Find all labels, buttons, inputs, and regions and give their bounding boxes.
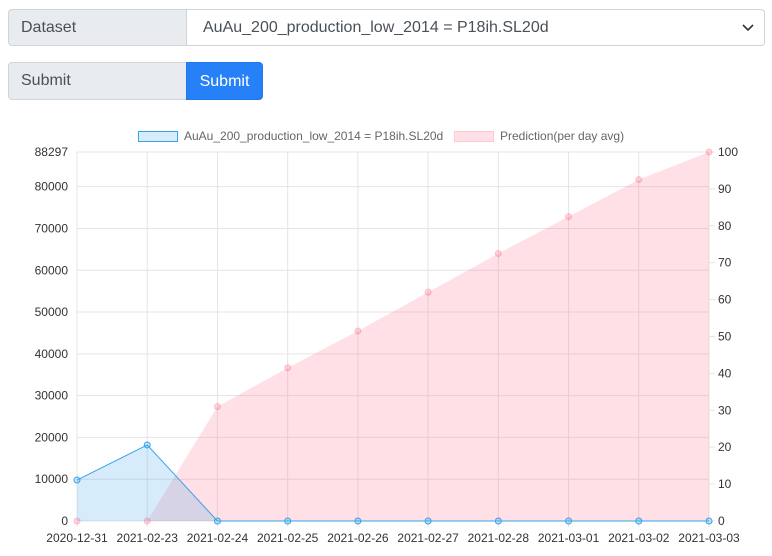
y-right-tick-label: 50	[718, 330, 732, 344]
submit-field-label: Submit	[8, 62, 186, 100]
y-left-tick-label: 60000	[35, 263, 69, 277]
legend-item-series1[interactable]: AuAu_200_production_low_2014 = P18ih.SL2…	[138, 129, 443, 143]
point-dataset	[494, 517, 502, 525]
x-tick-label: 2021-02-23	[117, 531, 179, 545]
x-tick-label: 2021-02-26	[327, 531, 389, 545]
y-right-tick-label: 70	[718, 256, 732, 270]
point-prediction	[494, 249, 502, 257]
series-line-dataset	[76, 444, 709, 522]
y-right-tick-label: 30	[718, 403, 732, 417]
y-left-tick-label: 20000	[35, 430, 69, 444]
y-left-tick-label: 30000	[35, 389, 69, 403]
y-left-tick-label: 40000	[35, 347, 69, 361]
legend-label-series2: Prediction(per day avg)	[500, 129, 625, 143]
point-dataset	[635, 517, 643, 525]
chart-legend: AuAu_200_production_low_2014 = P18ih.SL2…	[0, 129, 772, 143]
legend-swatch-series2	[454, 130, 494, 142]
point-prediction	[73, 517, 81, 525]
x-tick-label: 2021-02-28	[468, 531, 530, 545]
legend-label-series1: AuAu_200_production_low_2014 = P18ih.SL2…	[184, 129, 444, 143]
point-dataset	[424, 517, 432, 525]
x-tick-label: 2021-03-03	[678, 531, 740, 545]
y-left-tick-label: 70000	[35, 221, 69, 235]
dataset-select[interactable]: AuAu_200_production_low_2014 = P18ih.SL2…	[186, 9, 765, 46]
point-dataset	[143, 441, 151, 449]
dataset-row: Dataset AuAu_200_production_low_2014 = P…	[8, 9, 765, 46]
x-tick-label: 2020-12-31	[46, 531, 108, 545]
dataset-label: Dataset	[8, 9, 186, 46]
point-prediction	[635, 176, 643, 184]
point-dataset	[73, 476, 81, 484]
y-left-tick-label: 80000	[35, 180, 69, 194]
y-right-tick-label: 20	[718, 440, 732, 454]
y-right-tick-label: 90	[718, 182, 732, 196]
x-tick-label: 2021-02-25	[257, 531, 319, 545]
dataset-select-value: AuAu_200_production_low_2014 = P18ih.SL2…	[203, 19, 549, 36]
legend-item-series2[interactable]: Prediction(per day avg)	[454, 129, 624, 143]
point-dataset	[354, 517, 362, 525]
point-dataset	[213, 517, 221, 525]
x-tick-label: 2021-02-24	[187, 531, 249, 545]
series-area-prediction	[77, 152, 709, 521]
y-left-tick-label: 50000	[35, 305, 69, 319]
y-right-tick-label: 10	[718, 477, 732, 491]
y-left-tick-label: 10000	[35, 472, 69, 486]
point-dataset	[565, 517, 573, 525]
y-right-tick-label: 0	[718, 514, 725, 528]
x-tick-label: 2021-02-27	[397, 531, 459, 545]
chevron-down-icon	[742, 10, 754, 45]
legend-swatch-series1	[138, 130, 178, 142]
y-right-tick-label: 60	[718, 293, 732, 307]
point-dataset	[284, 517, 292, 525]
point-prediction	[565, 213, 573, 221]
point-prediction	[424, 288, 432, 296]
point-prediction	[354, 327, 362, 335]
point-dataset	[705, 517, 713, 525]
point-prediction	[284, 364, 292, 372]
series-area-dataset	[77, 444, 709, 521]
point-prediction	[705, 148, 713, 156]
point-prediction	[213, 403, 221, 411]
x-tick-label: 2021-03-02	[608, 531, 670, 545]
y-right-tick-label: 80	[718, 219, 732, 233]
submit-button[interactable]: Submit	[186, 62, 263, 100]
y-right-tick-label: 100	[718, 145, 738, 159]
submit-row: Submit Submit	[8, 62, 263, 100]
point-prediction	[143, 517, 151, 525]
y-right-tick-label: 40	[718, 366, 732, 380]
x-tick-label: 2021-03-01	[538, 531, 600, 545]
y-left-tick-label: 88297	[35, 145, 69, 159]
y-left-tick-label: 0	[61, 514, 68, 528]
